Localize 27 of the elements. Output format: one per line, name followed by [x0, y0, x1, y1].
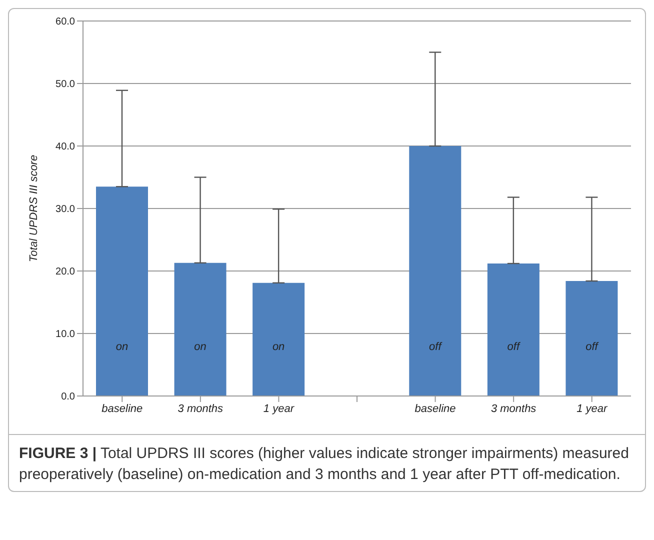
y-tick-label: 10.0 — [56, 329, 76, 340]
y-axis-title: Total UPDRS III score — [28, 154, 40, 262]
x-tick-label: 3 months — [490, 402, 537, 415]
caption: FIGURE 3 | Total UPDRS III scores (higher values indicate stronger impairments) measured preoperatively (baseline) on-medication and 3 months and 1 year after PTT off-medication. — [9, 434, 645, 491]
bar — [252, 282, 305, 396]
x-tick-label: 1 year — [576, 402, 608, 415]
x-tick-label: baseline — [102, 402, 143, 415]
x-tick-label: baseline — [414, 402, 456, 415]
y-tick-label: 40.0 — [56, 142, 76, 153]
y-tick-label: 50.0 — [56, 79, 76, 90]
bar — [174, 262, 226, 396]
y-tick-label: 60.0 — [56, 16, 76, 28]
y-tick-label: 0.0 — [61, 392, 76, 403]
y-tick-label: 20.0 — [56, 266, 76, 278]
bar — [487, 264, 540, 396]
data-label: on — [194, 341, 206, 353]
y-tick-label: 30.0 — [56, 204, 76, 216]
data-label: on — [116, 341, 128, 353]
x-tick-label: 1 year — [263, 402, 296, 415]
data-label: off — [507, 341, 520, 353]
bar — [409, 146, 462, 396]
data-label: on — [272, 341, 285, 353]
bar — [96, 186, 148, 396]
data-label: off — [586, 341, 599, 353]
bar — [566, 281, 618, 396]
x-tick-label: 3 months — [178, 402, 224, 415]
data-label: off — [429, 341, 442, 353]
